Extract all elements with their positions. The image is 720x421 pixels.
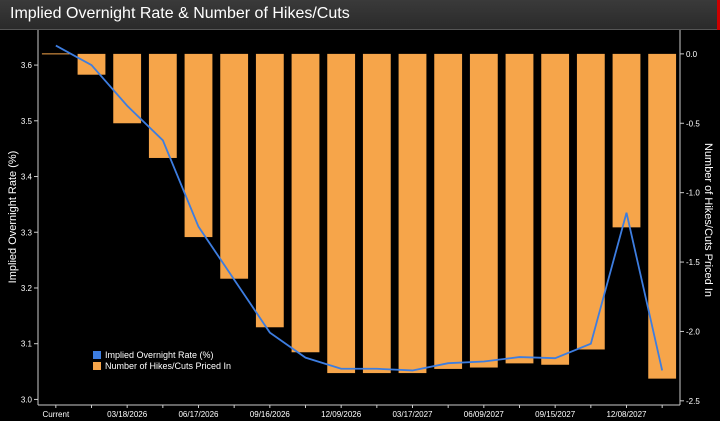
hikes-cuts-bar [541, 53, 570, 365]
hikes-cuts-bar [612, 53, 641, 228]
y-left-tick-label: 3.1 [21, 340, 33, 349]
y-left-tick-label: 3.5 [21, 117, 33, 126]
hikes-cuts-bar [113, 53, 142, 124]
y-right-tick-label: -1.0 [686, 189, 700, 198]
x-tick-label: 09/16/2026 [250, 410, 291, 419]
hikes-cuts-bar [362, 53, 391, 374]
hikes-cuts-bar [648, 53, 677, 379]
x-tick-label: 06/17/2026 [178, 410, 219, 419]
legend-label-bars: Number of Hikes/Cuts Priced In [105, 361, 231, 371]
hikes-cuts-bar [576, 53, 605, 350]
legend-label-line: Implied Overnight Rate (%) [105, 350, 214, 360]
x-tick-label: 06/09/2027 [464, 410, 505, 419]
hikes-cuts-bar [327, 53, 356, 374]
x-tick-label: 12/09/2026 [321, 410, 362, 419]
hikes-cuts-bar [255, 53, 284, 328]
x-tick-label: 03/18/2026 [107, 410, 148, 419]
hikes-cuts-bar [469, 53, 498, 368]
hikes-cuts-bar [184, 53, 213, 238]
x-tick-label: 09/15/2027 [535, 410, 576, 419]
y-left-tick-label: 3.0 [21, 395, 33, 404]
bars-layer [41, 53, 677, 379]
hikes-cuts-bar [505, 53, 534, 364]
legend-swatch-line [93, 351, 101, 359]
y-left-tick-label: 3.4 [21, 173, 33, 182]
title-bar: Implied Overnight Rate & Number of Hikes… [0, 0, 720, 30]
y-right-tick-label: -2.5 [686, 397, 700, 406]
hikes-cuts-bar [398, 53, 427, 374]
y-right-tick-label: 0.0 [686, 50, 698, 59]
y-left-tick-label: 3.6 [21, 61, 33, 70]
x-tick-label: Current [42, 410, 69, 419]
axes-layer: 3.0 3.1 3.2 3.3 3.4 3.5 3.6 0.0 -0.5 -1.0 -1.5 -2.0… [21, 30, 700, 419]
y-left-tick-label: 3.3 [21, 228, 33, 237]
hikes-cuts-bar [291, 53, 320, 353]
x-tick-label: 03/17/2027 [392, 410, 433, 419]
legend: Implied Overnight Rate (%) Number of Hik… [93, 350, 231, 371]
line-layer [55, 44, 664, 372]
y-right-tick-label: -1.5 [686, 258, 700, 267]
y-axis-right-label: Number of Hikes/Cuts Priced In [702, 143, 714, 297]
y-left-tick-label: 3.2 [21, 284, 33, 293]
hikes-cuts-bar [220, 53, 249, 279]
hikes-cuts-bar [434, 53, 463, 369]
x-tick-label: 12/08/2027 [606, 410, 647, 419]
y-right-tick-label: -0.5 [686, 119, 700, 128]
title-bar-edge [717, 0, 720, 30]
legend-swatch-bars [93, 362, 101, 370]
y-right-tick-label: -2.0 [686, 327, 700, 336]
implied-rate-line [55, 44, 664, 372]
chart-title: Implied Overnight Rate & Number of Hikes… [10, 5, 350, 22]
y-axis-left-label: Implied Overnight Rate (%) [7, 151, 19, 284]
